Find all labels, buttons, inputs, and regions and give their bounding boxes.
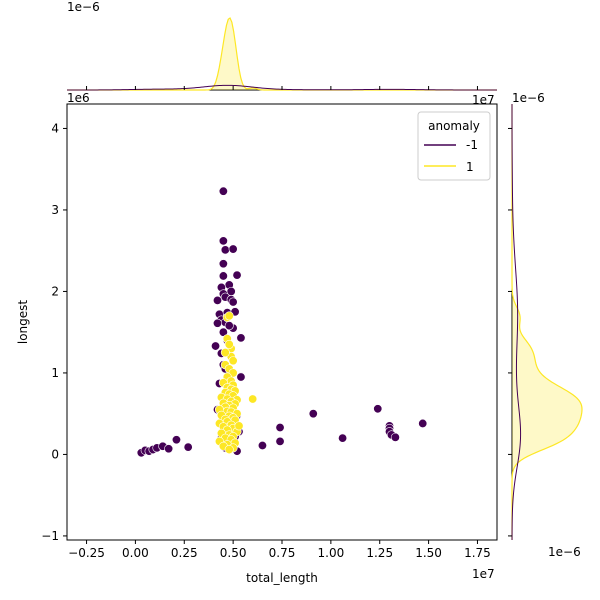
scatter-point-neg1	[218, 271, 228, 281]
y-tick-label: 1	[51, 366, 59, 380]
scatter-point-neg1	[418, 418, 428, 428]
scatter-point-neg1	[220, 245, 230, 255]
scatter-point-neg1	[218, 327, 228, 337]
x-tick-label: 1.25	[366, 546, 393, 560]
scatter-point-neg1	[213, 295, 223, 305]
scatter-point-neg1	[171, 435, 181, 445]
main-axes: −0.25 0.00 0.25 0.50 0.75 1.00 1.25 1.50 1.75 −1…	[16, 86, 498, 585]
top-marginal-kde-fill-1	[67, 18, 497, 90]
x-tick-label: 0.00	[122, 546, 149, 560]
x-tick-label: 1.50	[415, 546, 442, 560]
scatter-point-1	[224, 339, 234, 349]
scatter-point-neg1	[218, 186, 228, 196]
scatter-point-neg1	[257, 440, 267, 450]
scatter-point-neg1	[390, 432, 400, 442]
y-axis-label: longest	[16, 300, 30, 345]
scatter-point-neg1	[275, 436, 285, 446]
legend-label-1: 1	[466, 160, 474, 174]
y-tick-label: 0	[51, 447, 59, 461]
top-marginal: 1e−6	[66, 0, 498, 91]
x-axis-label: total_length	[246, 571, 318, 585]
scatter-point-1	[224, 311, 234, 321]
x-axis-ticks: −0.25 0.00 0.25 0.50 0.75 1.00 1.25 1.50 1.75	[68, 86, 491, 560]
top-marginal-offset-label: 1e−6	[67, 0, 100, 14]
y-tick-label: 4	[51, 121, 59, 135]
scatter-point-neg1	[236, 333, 246, 343]
scatter-point-neg1	[213, 318, 223, 328]
y-offset-label: 1e6	[67, 91, 90, 105]
scatter-point-1	[234, 421, 244, 431]
scatter-point-neg1	[232, 270, 242, 280]
right-marginal-kde-line-1	[511, 104, 583, 540]
right-marginal: 1e−6 1e−6	[508, 91, 583, 559]
right-marginal-kde-fill-1	[512, 104, 582, 540]
scatter-point-neg1	[275, 423, 285, 433]
scatter-point-neg1	[211, 341, 221, 351]
x-tick-label: 0.50	[220, 546, 247, 560]
y-axis-ticks: −1 0 1 2 3 4	[41, 121, 67, 543]
x-tick-label: 1.00	[318, 546, 345, 560]
x-tick-label: 0.25	[171, 546, 198, 560]
y-tick-label: −1	[41, 529, 59, 543]
y-tick-label: 3	[51, 203, 59, 217]
scatter-point-1	[248, 394, 258, 404]
x-tick-label: −0.25	[68, 546, 105, 560]
top-marginal-kde-line-1	[67, 17, 497, 91]
y-tick-label: 2	[51, 284, 59, 298]
right-marginal-bottom-offset-label: 1e−6	[548, 545, 581, 559]
scatter-point-neg1	[224, 321, 234, 331]
scatter-point-1	[220, 348, 230, 358]
scatter-point-neg1	[373, 404, 383, 414]
scatter-point-1	[224, 445, 234, 455]
x-tick-label: 1.75	[464, 546, 491, 560]
scatter-point-neg1	[338, 433, 348, 443]
scatter-point-neg1	[183, 442, 193, 452]
scatter-points	[136, 186, 428, 458]
right-marginal-kde-line-neg1	[511, 104, 522, 541]
legend-title: anomaly	[428, 119, 480, 133]
x-offset-label: 1e7	[472, 567, 495, 581]
scatter-point-neg1	[236, 372, 246, 382]
x-tick-label: 0.75	[269, 546, 296, 560]
scatter-point-1	[228, 356, 238, 366]
legend-label-neg1: -1	[466, 138, 478, 152]
scatter-point-neg1	[228, 297, 238, 307]
scatter-point-neg1	[218, 236, 228, 246]
right-marginal-offset-label: 1e−6	[512, 91, 545, 105]
legend-box	[417, 111, 491, 181]
x-offset-label-top: 1e7	[472, 93, 495, 107]
legend: anomaly -1 1	[417, 111, 491, 181]
scatter-point-neg1	[308, 409, 318, 419]
scatter-point-neg1	[228, 244, 238, 254]
scatter-point-neg1	[164, 444, 174, 454]
scatter-point-neg1	[218, 259, 228, 269]
